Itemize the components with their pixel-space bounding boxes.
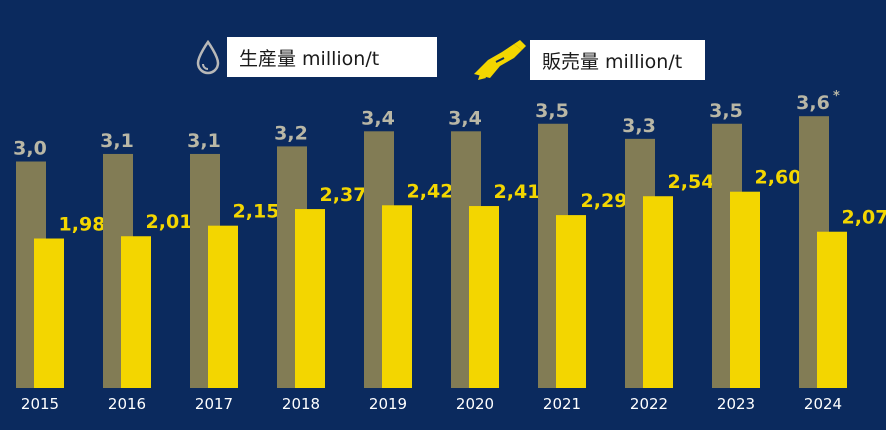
production-value-label: 3,4 [361, 107, 395, 129]
production-value-label: 3,0 [13, 138, 47, 160]
x-tick-label: 2017 [195, 395, 233, 413]
sales-bar [730, 191, 760, 388]
sales-bar [469, 206, 499, 388]
legend-sales-label: 販売量 million/t [542, 50, 683, 73]
sales-value-label: 2,60 [755, 167, 802, 189]
production-value-label: 3,5 [709, 100, 743, 122]
sales-bar [34, 238, 64, 388]
sales-bar [295, 209, 325, 388]
x-tick-label: 2018 [282, 395, 320, 413]
legend-sales: 販売量 million/t [530, 40, 705, 80]
legend-production: 生産量 million/t [227, 37, 437, 77]
production-value-label: 3,3 [622, 115, 656, 137]
production-annotation: * [833, 89, 840, 104]
x-tick-label: 2022 [630, 395, 668, 413]
production-value-label: 3,4 [448, 107, 482, 129]
sales-value-label: 2,01 [146, 211, 193, 233]
sales-bar [643, 196, 673, 388]
sales-value-label: 2,54 [668, 171, 715, 193]
sales-bar [121, 236, 151, 388]
x-tick-label: 2020 [456, 395, 494, 413]
sales-value-label: 2,29 [581, 190, 628, 212]
x-tick-label: 2023 [717, 395, 755, 413]
production-value-label: 3,1 [100, 130, 134, 152]
production-value-label: 3,2 [274, 122, 308, 144]
production-value-label: 3,1 [187, 130, 221, 152]
x-tick-label: 2015 [21, 395, 59, 413]
sales-bar [382, 205, 412, 388]
sales-value-label: 2,41 [494, 181, 541, 203]
x-tick-label: 2016 [108, 395, 146, 413]
production-value-label: 3,5 [535, 100, 569, 122]
sales-bar [208, 225, 238, 388]
sales-value-label: 1,98 [59, 214, 106, 236]
sales-bar [556, 215, 586, 388]
legend-production-label: 生産量 million/t [239, 47, 380, 70]
sales-value-label: 2,37 [320, 184, 367, 206]
sales-value-label: 2,07 [842, 207, 886, 229]
x-tick-label: 2024 [804, 395, 842, 413]
fuel-nozzle-icon [474, 40, 526, 80]
water-drop-icon [196, 40, 220, 75]
sales-value-label: 2,42 [407, 180, 454, 202]
sales-bar [817, 231, 847, 388]
x-tick-label: 2019 [369, 395, 407, 413]
x-tick-label: 2021 [543, 395, 581, 413]
sales-value-label: 2,15 [233, 201, 280, 223]
production-value-label: 3,6 [796, 92, 830, 114]
